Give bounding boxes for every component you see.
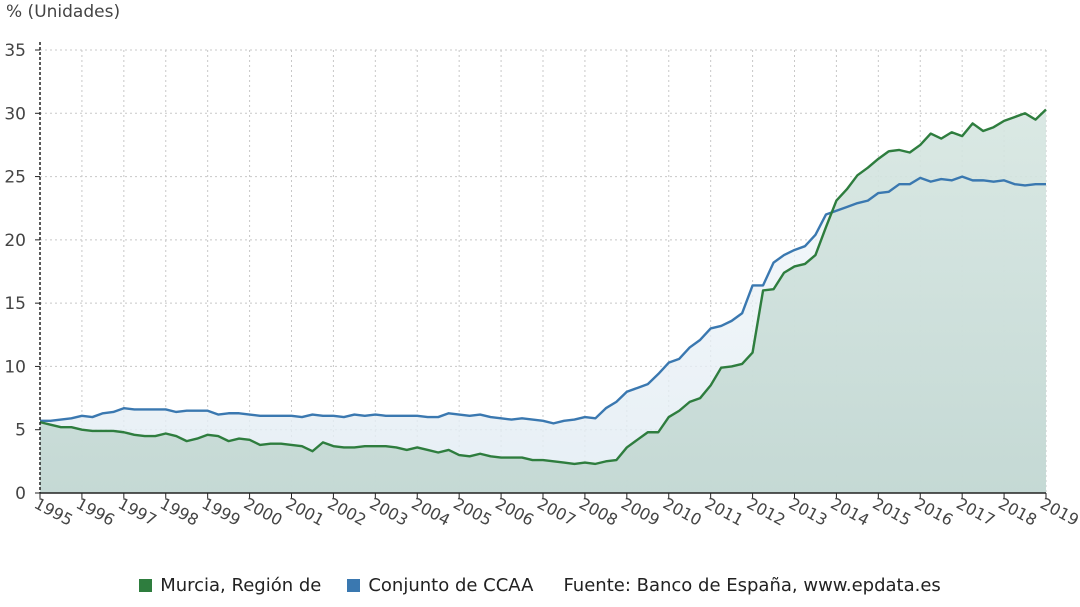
x-axis-ticks: 1995199619971998199920002001200220032004… — [31, 493, 1080, 530]
series-areas — [40, 109, 1046, 494]
x-tick-label: 1995 — [31, 494, 76, 530]
y-tick-label: 10 — [4, 357, 26, 377]
x-tick-label: 1999 — [199, 494, 244, 530]
y-tick-label: 30 — [4, 104, 26, 124]
x-tick-label: 2017 — [953, 494, 998, 530]
x-tick-label: 2016 — [911, 494, 956, 530]
x-tick-label: 2008 — [576, 494, 621, 530]
x-tick-label: 1997 — [115, 494, 160, 530]
y-tick-label: 25 — [4, 168, 26, 188]
x-tick-label: 2015 — [869, 494, 914, 530]
legend-label-conjunto: Conjunto de CCAA — [368, 575, 534, 596]
legend-label-murcia: Murcia, Región de — [160, 575, 322, 596]
x-tick-label: 2002 — [325, 494, 370, 530]
x-tick-label: 1996 — [73, 494, 118, 530]
x-tick-label: 2012 — [744, 494, 789, 530]
x-tick-label: 2000 — [241, 494, 286, 530]
legend-swatch-conjunto — [347, 579, 361, 592]
x-tick-label: 1998 — [157, 494, 202, 530]
x-tick-label: 2005 — [450, 494, 495, 530]
x-tick-label: 2018 — [995, 494, 1040, 530]
x-tick-label: 2003 — [366, 494, 411, 530]
x-tick-label: 2001 — [283, 494, 328, 530]
x-tick-label: 2011 — [702, 494, 747, 530]
x-tick-label: 2014 — [828, 494, 873, 530]
x-tick-label: 2009 — [618, 494, 663, 530]
x-tick-label: 2006 — [492, 494, 537, 530]
y-tick-label: 5 — [15, 421, 26, 441]
unit-label: % (Unidades) — [6, 2, 121, 22]
legend: Murcia, Región de Conjunto de CCAA Fuent… — [0, 575, 1080, 596]
y-tick-label: 0 — [15, 484, 26, 504]
source-note: Fuente: Banco de España, www.epdata.es — [563, 575, 941, 596]
legend-item-murcia[interactable]: Murcia, Región de — [139, 575, 321, 596]
x-tick-label: 2004 — [408, 494, 453, 530]
legend-swatch-murcia — [139, 579, 153, 592]
series-area-0 — [40, 109, 1046, 494]
y-tick-label: 35 — [4, 41, 26, 61]
series-line-1 — [40, 175, 1046, 425]
y-axis-ticks: 0 5 10 15 20 25 30 35 — [4, 41, 40, 504]
y-tick-label: 20 — [4, 231, 26, 251]
x-tick-label: 2013 — [786, 494, 831, 530]
x-tick-label: 2019 — [1037, 494, 1080, 530]
x-tick-label: 2010 — [660, 494, 705, 530]
y-tick-label: 15 — [4, 294, 26, 314]
legend-item-conjunto[interactable]: Conjunto de CCAA — [347, 575, 533, 596]
series-lines — [39, 108, 1047, 466]
series-line-0 — [39, 108, 1047, 466]
x-tick-label: 2007 — [534, 494, 579, 530]
